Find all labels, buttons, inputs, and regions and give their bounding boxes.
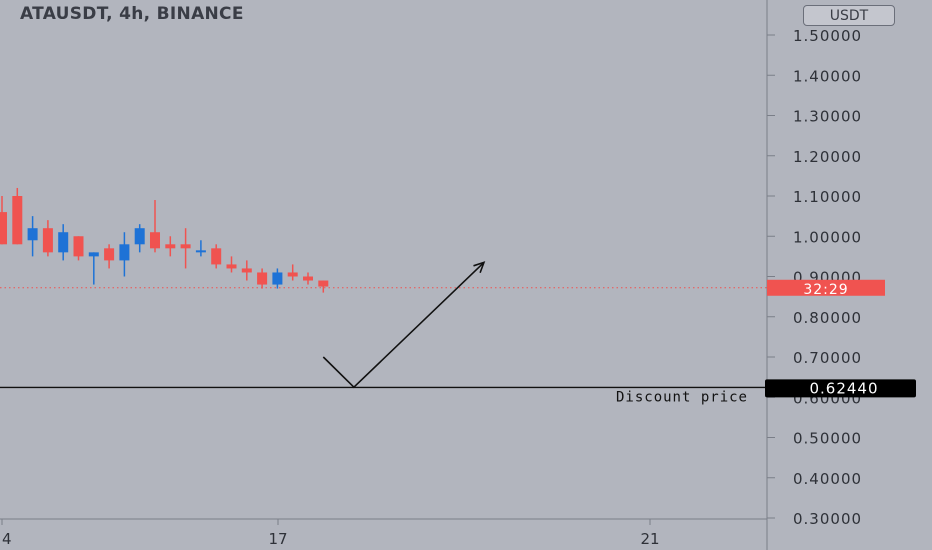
candle-body[interactable] [287, 272, 298, 277]
symbol-title: ATAUSDT, 4h, BINANCE [20, 4, 244, 24]
candle-body[interactable] [0, 212, 7, 245]
candle-body[interactable] [165, 244, 176, 249]
time-tick-label: 4 [2, 530, 12, 548]
drawing-arrow-path[interactable] [322, 261, 485, 389]
candle-body[interactable] [211, 248, 222, 265]
level-price-label: 0.62440 [809, 379, 878, 397]
currency-button[interactable]: USDT [803, 5, 895, 26]
price-tick-label: 1.20000 [793, 148, 862, 166]
price-tick-label: 1.30000 [793, 108, 862, 126]
arrow-head-icon [473, 261, 486, 274]
level-price-badge [765, 379, 916, 398]
candle-body[interactable] [104, 248, 115, 261]
candles-group [0, 187, 329, 293]
price-axis-bg [767, 0, 932, 550]
price-tick-label: 0.50000 [793, 430, 862, 448]
candle-body[interactable] [58, 232, 69, 253]
candle-body[interactable] [42, 228, 53, 253]
time-axis[interactable]: 4 17 21 [0, 518, 767, 548]
countdown-label: 32:29 [803, 282, 848, 298]
candle-body[interactable] [241, 268, 252, 273]
candle-body[interactable] [303, 276, 313, 281]
time-tick-label: 21 [640, 530, 659, 548]
price-tick-label: 1.10000 [793, 188, 862, 206]
candle-body[interactable] [257, 272, 268, 285]
candle-body[interactable] [272, 272, 283, 285]
candle-body[interactable] [195, 250, 206, 253]
candle-body[interactable] [88, 252, 99, 257]
candle-body[interactable] [150, 232, 160, 249]
countdown-badge [767, 279, 885, 296]
time-tick-label: 17 [268, 530, 287, 548]
candle-body[interactable] [134, 228, 145, 245]
price-tick-label: 1.00000 [793, 228, 862, 246]
price-axis[interactable]: 1.50000 1.40000 1.30000 1.20000 1.10000 1.000… [765, 0, 932, 550]
candle-body[interactable] [180, 244, 191, 249]
price-tick-label: 0.70000 [793, 349, 862, 367]
price-tick-label: 1.40000 [793, 67, 862, 85]
candle-body[interactable] [226, 264, 237, 269]
candle-body[interactable] [119, 244, 130, 261]
candle-body[interactable] [27, 228, 38, 241]
candle-body[interactable] [318, 280, 329, 287]
candle-body[interactable] [73, 236, 84, 257]
price-tick-label: 0.80000 [793, 309, 862, 327]
price-tick-label: 0.40000 [793, 470, 862, 488]
level-annotation: Discount price [616, 389, 748, 405]
price-tick-label: 0.30000 [793, 510, 862, 528]
price-tick-label: 1.50000 [793, 27, 862, 45]
candle-body[interactable] [12, 196, 23, 245]
